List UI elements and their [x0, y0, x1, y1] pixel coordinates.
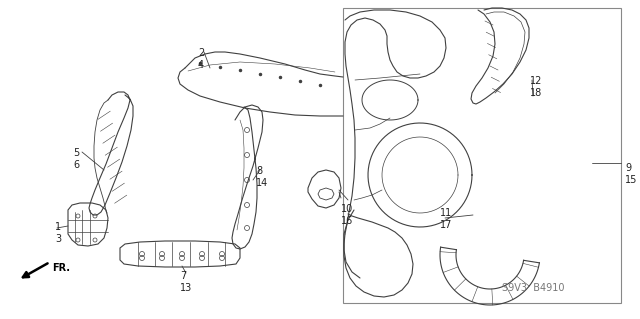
Text: 11
17: 11 17	[440, 208, 452, 230]
Text: 12
18: 12 18	[530, 76, 542, 98]
Text: FR.: FR.	[52, 263, 70, 273]
Text: 1
3: 1 3	[55, 222, 61, 244]
Bar	[343, 8, 621, 303]
Text: 2
4: 2 4	[198, 48, 204, 70]
Text: 7
13: 7 13	[180, 271, 192, 293]
Text: 5
6: 5 6	[73, 148, 79, 170]
Text: S9V3  B4910: S9V3 B4910	[502, 283, 564, 293]
Text: 9
15: 9 15	[625, 163, 637, 185]
Text: 10
16: 10 16	[341, 204, 353, 226]
Text: 8
14: 8 14	[256, 166, 268, 188]
